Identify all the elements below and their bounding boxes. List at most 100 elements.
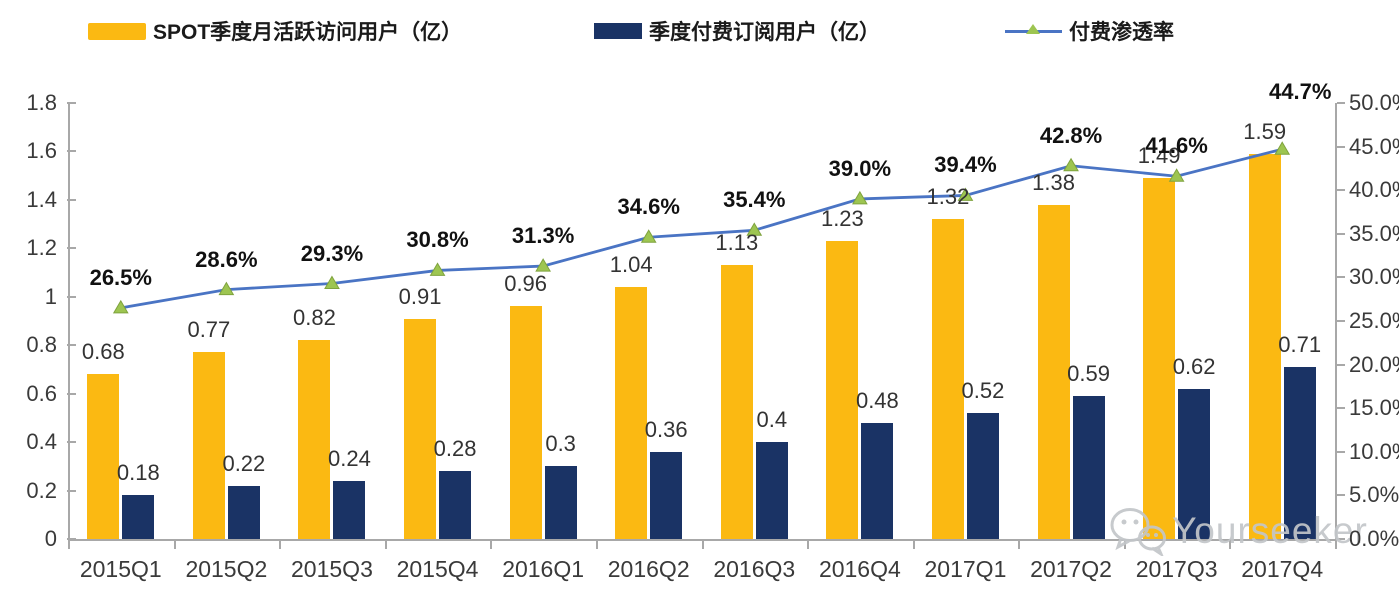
- y-axis-left-tick: [67, 538, 76, 540]
- line-marker-2017Q4: [1274, 141, 1291, 155]
- y-axis-right-tick-label: 30.0%: [1349, 264, 1399, 290]
- y-axis-right-tick-label: 25.0%: [1349, 308, 1399, 333]
- y-axis-left-tick-label: 0: [44, 526, 57, 551]
- x-axis-tick: [595, 541, 598, 549]
- mau-bar-2015Q3: [298, 340, 331, 539]
- x-axis-label-2015Q3: 2015Q3: [291, 556, 373, 582]
- y-axis-right-tick: [1337, 407, 1345, 410]
- x-axis-label-2015Q1: 2015Q1: [79, 556, 162, 582]
- penetration-label-2015Q3: 29.3%: [300, 240, 364, 266]
- line-marker-2015Q2: [218, 281, 235, 296]
- y-axis-left-spine: [68, 103, 70, 539]
- y-axis-right-tick-label: 40.0%: [1349, 177, 1399, 203]
- subs-bar-2016Q1: [544, 466, 577, 539]
- x-axis-tick: [1229, 541, 1232, 549]
- mau-value-label-2015Q3: 0.82: [293, 305, 336, 331]
- y-axis-left-tick: [67, 247, 76, 250]
- mau-value-label-2017Q1: 1.32: [926, 184, 970, 210]
- x-axis-label-2017Q4: 2017Q4: [1241, 556, 1324, 582]
- x-axis-label-2016Q3: 2016Q3: [713, 556, 796, 582]
- subs-value-label-2015Q3: 0.24: [328, 445, 371, 471]
- subs-value-label-2016Q1: 0.3: [545, 431, 576, 457]
- y-axis-left-tick: [67, 441, 76, 444]
- mau-bar-2015Q4: [404, 318, 437, 539]
- legend-label-subscribers: 季度付费订阅用户（亿）: [649, 21, 880, 44]
- line-marker-2016Q4: [852, 190, 868, 205]
- penetration-label-2016Q3: 35.4%: [723, 187, 786, 213]
- x-axis-tick: [384, 541, 387, 549]
- x-axis-tick: [807, 541, 810, 549]
- mau-value-label-2015Q4: 0.91: [398, 283, 442, 309]
- penetration-line-path: [120, 147, 1283, 310]
- x-axis-label-2016Q1: 2016Q1: [502, 556, 585, 582]
- mau-bar-swatch-icon: [88, 22, 146, 40]
- y-axis-right-tick: [1337, 232, 1345, 235]
- y-axis-right-tick: [1337, 450, 1345, 453]
- legend-label-mau: SPOT季度月活跃访问用户（亿）: [153, 21, 463, 44]
- line-marker-2016Q1: [535, 258, 551, 272]
- y-axis-left-tick: [67, 102, 76, 104]
- mau-value-label-2017Q4: 1.59: [1243, 118, 1287, 144]
- subs-bar-2015Q1: [122, 495, 155, 539]
- mau-value-label-2016Q2: 1.04: [609, 252, 653, 278]
- line-marker-2017Q2: [1063, 157, 1079, 172]
- y-axis-left-tick: [67, 198, 76, 201]
- y-axis-left-tick-label: 1: [44, 283, 57, 309]
- penetration-label-2017Q3: 41.6%: [1145, 133, 1208, 159]
- subs-bar-2015Q2: [227, 485, 260, 539]
- y-axis-right-tick: [1337, 102, 1345, 104]
- subs-value-label-2017Q4: 0.71: [1278, 332, 1322, 358]
- subs-value-label-2015Q1: 0.18: [116, 460, 160, 486]
- subs-bar-2017Q1: [966, 413, 999, 539]
- subs-value-label-2015Q4: 0.28: [433, 436, 477, 462]
- mau-bar-2016Q1: [509, 306, 542, 539]
- subs-value-label-2016Q2: 0.36: [644, 416, 688, 442]
- x-axis-label-2017Q1: 2017Q1: [924, 556, 1007, 582]
- y-axis-right-tick: [1337, 363, 1345, 366]
- line-marker-2016Q2: [640, 229, 657, 243]
- y-axis-right-tick: [1337, 189, 1345, 192]
- y-axis-right-tick: [1337, 538, 1345, 540]
- x-axis-tick: [1335, 541, 1337, 549]
- subs-value-label-2017Q1: 0.52: [961, 378, 1005, 404]
- penetration-label-2015Q2: 28.6%: [195, 246, 258, 272]
- y-axis-left-tick: [67, 344, 76, 347]
- subs-value-label-2016Q3: 0.4: [756, 407, 788, 433]
- line-marker-2015Q1: [112, 299, 129, 314]
- x-axis-label-2015Q2: 2015Q2: [185, 556, 268, 582]
- x-axis-label-2016Q2: 2016Q2: [607, 556, 690, 582]
- x-axis-tick: [1018, 541, 1021, 549]
- penetration-label-2017Q1: 39.4%: [934, 152, 997, 178]
- x-axis-tick: [912, 541, 915, 549]
- x-axis-tick: [701, 541, 704, 549]
- legend-triangle-marker-icon: [1026, 24, 1040, 34]
- y-axis-left-tick: [67, 295, 76, 298]
- wechat-icon: [1110, 508, 1166, 556]
- mau-bar-2016Q2: [615, 287, 648, 539]
- penetration-label-2015Q1: 26.5%: [89, 264, 152, 290]
- y-axis-left-tick-label: 1.2: [26, 235, 57, 261]
- legend-item-subscribers: 季度付费订阅用户（亿）: [594, 18, 880, 44]
- subs-value-label-2017Q2: 0.59: [1067, 361, 1110, 387]
- subs-bar-2015Q3: [333, 480, 366, 539]
- y-axis-right-tick-label: 5.0%: [1349, 482, 1399, 508]
- y-axis-left-tick-label: 0.4: [26, 429, 57, 455]
- legend-item-mau: SPOT季度月活跃访问用户（亿）: [88, 18, 462, 44]
- y-axis-right-tick-label: 35.0%: [1349, 220, 1399, 246]
- y-axis-left-tick-label: 1.6: [26, 138, 57, 164]
- penetration-label-2016Q2: 34.6%: [617, 194, 680, 220]
- y-axis-left-tick-label: 1.8: [26, 90, 57, 115]
- x-axis-label-2016Q4: 2016Q4: [818, 556, 901, 582]
- subs-bar-2017Q4: [1283, 367, 1316, 539]
- subs-bar-2016Q2: [650, 451, 683, 539]
- penetration-label-2016Q4: 39.0%: [828, 155, 892, 181]
- subs-bar-2017Q3: [1178, 388, 1211, 539]
- y-axis-left-tick: [67, 150, 76, 153]
- watermark-text: Yourseeker: [1172, 510, 1368, 551]
- mau-value-label-2016Q3: 1.13: [715, 230, 759, 256]
- y-axis-right-tick: [1337, 145, 1345, 148]
- y-axis-left-tick: [67, 392, 76, 395]
- x-axis-tick: [173, 541, 176, 549]
- y-axis-right-tick-label: 20.0%: [1349, 351, 1399, 377]
